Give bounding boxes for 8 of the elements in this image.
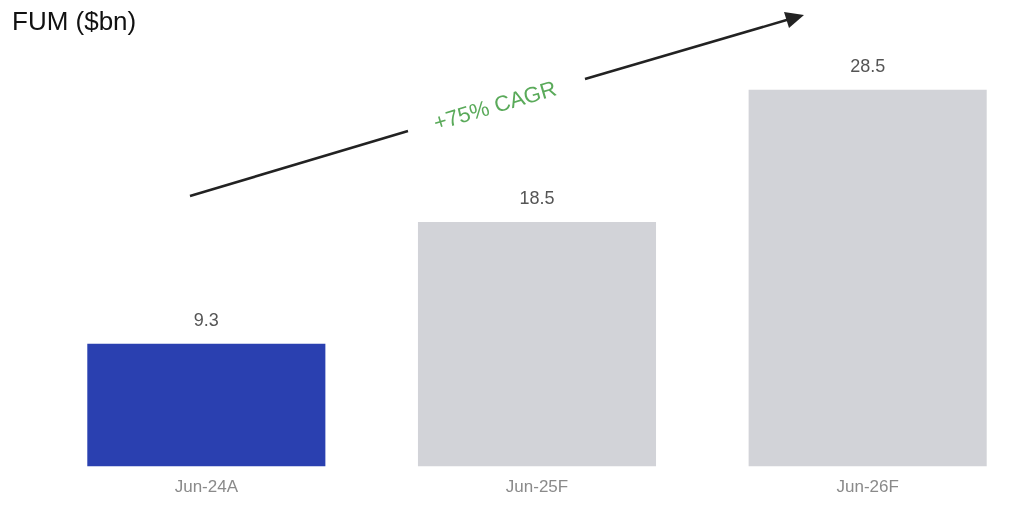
chart-title: FUM ($bn) <box>12 6 137 37</box>
annotation: +75% CAGR <box>430 75 560 137</box>
x-tick-label: Jun-25F <box>505 477 569 497</box>
data-label: 18.5 <box>519 188 555 208</box>
data-label: 9.3 <box>193 309 219 330</box>
x-tick-label: Jun-24A <box>174 477 239 497</box>
x-tick-label: Jun-26F <box>836 477 899 497</box>
data-label: 28.5 <box>850 55 886 76</box>
